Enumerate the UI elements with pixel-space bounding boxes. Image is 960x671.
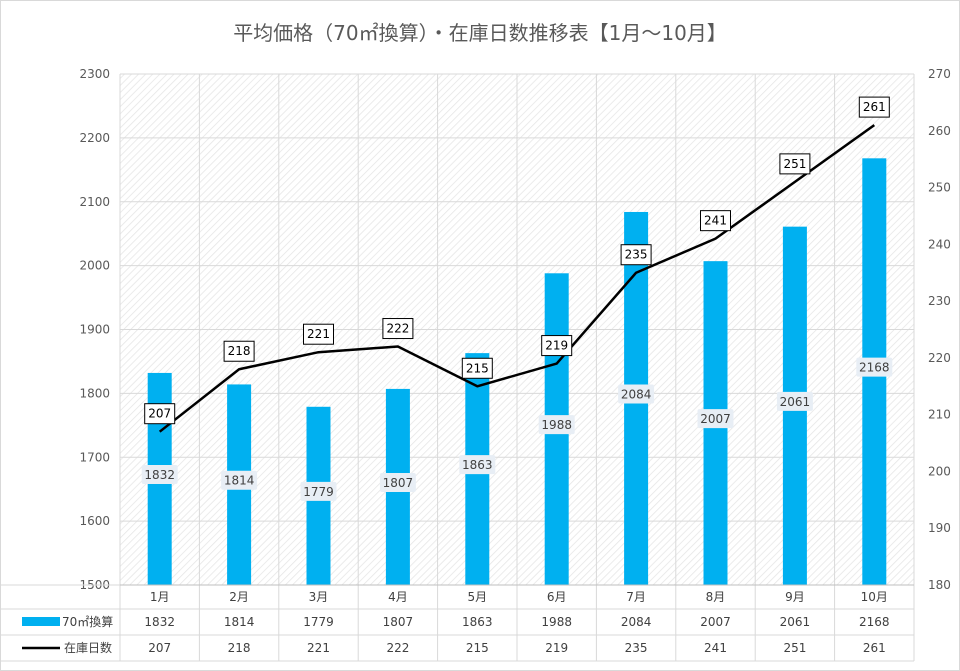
line-data-label-box bbox=[223, 340, 255, 362]
y-right-tick-label: 250 bbox=[928, 181, 951, 195]
y-left-tick-label: 1800 bbox=[79, 386, 110, 400]
y-left-tick-label: 2200 bbox=[79, 131, 110, 145]
x-tick-label: 1月 bbox=[150, 590, 170, 604]
bar-data-label: 2061 bbox=[780, 395, 811, 409]
table-cell-bar: 1779 bbox=[303, 615, 334, 629]
y-right-tick-label: 180 bbox=[928, 578, 951, 592]
line-data-label: 251 bbox=[783, 157, 806, 171]
bar-data-label: 1863 bbox=[462, 458, 493, 472]
table-cell-bar: 1814 bbox=[224, 615, 255, 629]
line-data-label: 215 bbox=[466, 361, 489, 375]
line-data-label: 235 bbox=[625, 248, 648, 262]
table-cell-bar: 2168 bbox=[859, 615, 890, 629]
bar-data-label: 1807 bbox=[383, 476, 414, 490]
line-data-label-box bbox=[144, 403, 176, 425]
legend-line-label: 在庫日数 bbox=[64, 640, 112, 655]
y-right-tick-label: 260 bbox=[928, 124, 951, 138]
x-tick-label: 4月 bbox=[388, 590, 408, 604]
table-cell-bar: 1832 bbox=[144, 615, 175, 629]
legend-bar-label: 70㎡換算 bbox=[62, 614, 113, 629]
table-cell-line: 222 bbox=[386, 641, 409, 655]
x-tick-label: 3月 bbox=[309, 590, 329, 604]
line-data-label-box bbox=[382, 318, 414, 340]
table-cell-bar: 2007 bbox=[700, 615, 731, 629]
bar-data-label: 2168 bbox=[859, 361, 890, 375]
y-left-tick-label: 2000 bbox=[79, 259, 110, 273]
table-cell-bar: 1988 bbox=[541, 615, 572, 629]
bar-data-label: 1814 bbox=[224, 474, 255, 488]
line-series bbox=[158, 124, 876, 433]
x-tick-label: 9月 bbox=[785, 590, 805, 604]
line-data-label-box bbox=[858, 96, 890, 118]
chart-title: 平均価格（70㎡換算）・在庫日数推移表【1月～10月】 bbox=[233, 21, 727, 45]
y-right-tick-label: 220 bbox=[928, 351, 951, 365]
table-cell-bar: 1863 bbox=[462, 615, 493, 629]
x-tick-label: 2月 bbox=[229, 590, 249, 604]
y-right-tick-label: 270 bbox=[928, 67, 951, 81]
table-cell-line: 261 bbox=[863, 641, 886, 655]
bar-data-label-bg bbox=[379, 472, 416, 492]
y-right-tick-label: 200 bbox=[928, 464, 951, 478]
line-data-label: 222 bbox=[386, 322, 409, 336]
y-left-tick-label: 1700 bbox=[79, 450, 110, 464]
line-data-label-box bbox=[303, 323, 334, 345]
table-cell-line: 215 bbox=[466, 641, 489, 655]
line-data-label: 218 bbox=[228, 344, 251, 358]
table-cell-line: 219 bbox=[545, 641, 568, 655]
y-right-tick-label: 210 bbox=[928, 408, 951, 422]
bar-data-label: 2084 bbox=[621, 387, 652, 401]
x-tick-label: 8月 bbox=[706, 590, 726, 604]
line-data-label: 219 bbox=[545, 339, 568, 353]
y-left-tick-label: 2100 bbox=[79, 195, 110, 209]
bar-data-label-bg bbox=[300, 481, 337, 501]
table-cell-line: 221 bbox=[307, 641, 330, 655]
table-cell-line: 235 bbox=[625, 641, 648, 655]
y-right-tick-label: 240 bbox=[928, 237, 951, 251]
y-left-tick-label: 1900 bbox=[79, 323, 110, 337]
bar-data-label: 1988 bbox=[541, 418, 572, 432]
x-tick-label: 6月 bbox=[547, 590, 567, 604]
y-left-tick-label: 1600 bbox=[79, 514, 110, 528]
bar-data-label: 1832 bbox=[144, 468, 175, 482]
x-tick-label: 10月 bbox=[861, 590, 888, 604]
line-data-label: 221 bbox=[307, 327, 330, 341]
bar-data-label-bg bbox=[459, 455, 496, 475]
bar-data-label-bg bbox=[141, 464, 178, 484]
bar-data-label: 2007 bbox=[700, 412, 731, 426]
table-cell-bar: 1807 bbox=[383, 615, 414, 629]
bar-data-label-bg bbox=[856, 357, 893, 377]
x-tick-label: 5月 bbox=[467, 590, 487, 604]
line-data-label-box bbox=[541, 335, 573, 357]
x-tick-label: 7月 bbox=[626, 590, 646, 604]
line-data-label-box bbox=[461, 357, 493, 379]
y-left-tick-label: 2300 bbox=[79, 67, 110, 81]
bar-data-label-bg bbox=[618, 384, 655, 404]
line-data-label: 207 bbox=[148, 407, 171, 421]
table-cell-line: 218 bbox=[228, 641, 251, 655]
table-cell-line: 241 bbox=[704, 641, 727, 655]
bar-data-label-bg bbox=[221, 470, 258, 490]
bar-data-label-bg bbox=[538, 415, 575, 435]
line-data-label-box bbox=[700, 210, 731, 232]
table-cell-bar: 2084 bbox=[621, 615, 652, 629]
bar-data-label-bg bbox=[697, 409, 734, 429]
bar-data-label: 1779 bbox=[303, 485, 334, 499]
y-right-tick-label: 230 bbox=[928, 294, 951, 308]
line-data-label: 261 bbox=[863, 100, 886, 114]
line-data-label-box bbox=[779, 153, 811, 175]
line-data-label-box bbox=[620, 244, 652, 266]
line-data-label: 241 bbox=[704, 214, 727, 228]
table-cell-line: 207 bbox=[148, 641, 171, 655]
table-cell-line: 251 bbox=[783, 641, 806, 655]
bar-data-label-bg bbox=[776, 391, 813, 411]
y-right-tick-label: 190 bbox=[928, 521, 951, 535]
table-cell-bar: 2061 bbox=[780, 615, 811, 629]
legend-bar-swatch bbox=[22, 617, 60, 626]
